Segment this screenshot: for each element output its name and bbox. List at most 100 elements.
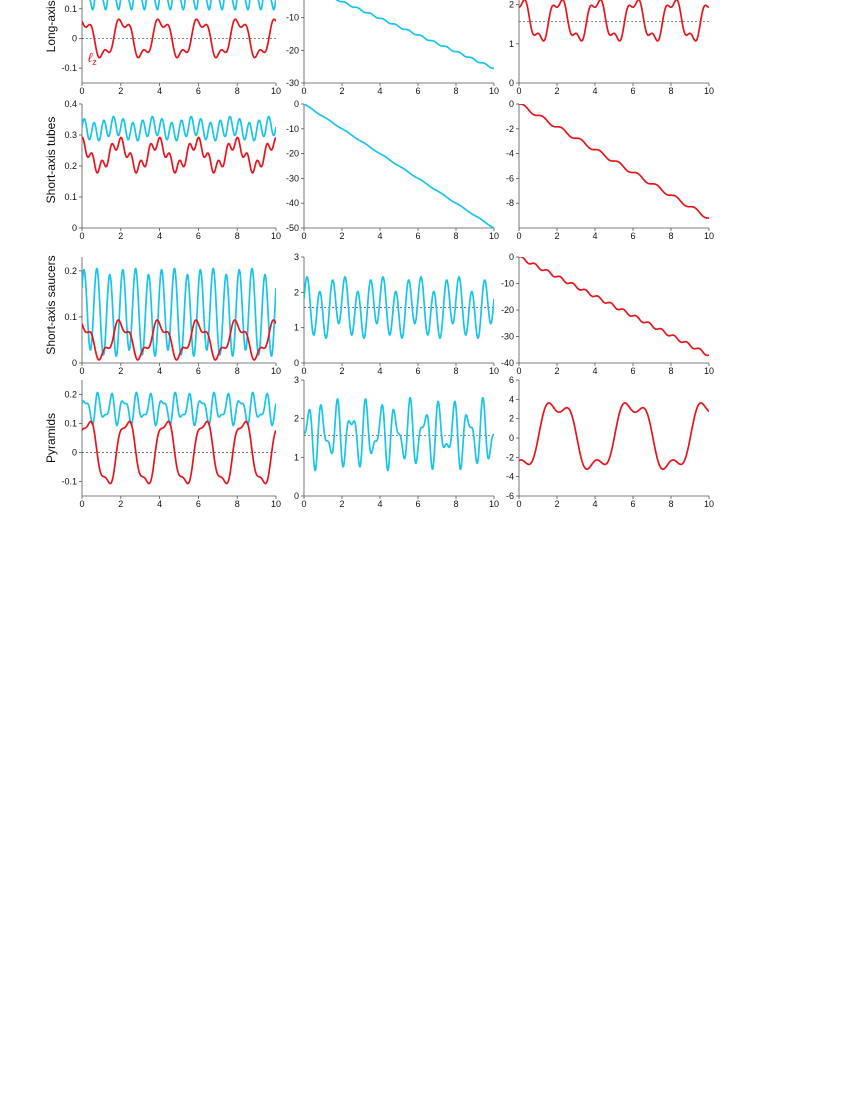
y-tick-label: 1 (509, 39, 514, 49)
x-tick-label: 2 (554, 231, 559, 241)
series-line-cyan (82, 267, 276, 357)
y-tick-label: -4 (506, 149, 514, 159)
y-tick-label: -40 (501, 358, 514, 368)
x-tick-label: 0 (301, 231, 306, 241)
x-tick-label: 2 (339, 499, 344, 509)
x-tick-label: 0 (516, 499, 521, 509)
series-line-cyan (335, 0, 494, 70)
y-tick-label: -40 (286, 198, 299, 208)
lz-subscript: z (92, 57, 97, 67)
x-tick-label: 0 (79, 86, 84, 96)
y-tick-label: 0.4 (64, 99, 77, 109)
x-tick-label: 10 (704, 366, 714, 376)
y-tick-label: -30 (501, 332, 514, 342)
series-line-cyan (89, 0, 276, 11)
x-tick-label: 10 (271, 231, 281, 241)
x-tick-label: 6 (415, 231, 420, 241)
x-tick-label: 8 (235, 499, 240, 509)
x-tick-label: 2 (554, 366, 559, 376)
panel-r1c2: 0 2 4 6 8 10 -30 -20 -10 (286, 0, 499, 96)
panel-r4c1: 0 2 4 6 8 10 -0.1 0 0.1 0.2 (61, 380, 281, 509)
x-tick-label: 6 (630, 366, 635, 376)
x-tick-label: 2 (554, 86, 559, 96)
x-tick-label: 8 (453, 366, 458, 376)
x-tick-label: 8 (453, 86, 458, 96)
row-labels: Long-axis tubes Short-axis tubes Short-a… (44, 0, 58, 463)
y-tick-label: 0.2 (64, 266, 77, 276)
panels: 0 2 4 6 8 10-0.100.10 2 4 6 8 10-30-20-100 2 4 6 8 1001… (61, 0, 714, 509)
x-tick-label: 10 (489, 86, 499, 96)
x-tick-label: 0 (516, 366, 521, 376)
panel-r2c3: 0 2 4 6 8 10 -8 -6 -4 -2 0 (506, 99, 714, 241)
panel-r1c1: 0 2 4 6 8 10 -0.1 0 0.1 (61, 0, 281, 96)
x-tick-label: 2 (339, 86, 344, 96)
y-tick-label: 0 (509, 78, 514, 88)
series-line-red (82, 319, 276, 361)
x-tick-label: 10 (271, 86, 281, 96)
y-tick-label: 0 (294, 358, 299, 368)
y-tick-label: 0.3 (64, 130, 77, 140)
x-tick-label: 10 (704, 231, 714, 241)
x-tick-label: 10 (489, 499, 499, 509)
row-label-short-axis-tubes: Short-axis tubes (44, 117, 58, 204)
series-line-red (519, 257, 709, 357)
x-tick-label: 0 (79, 499, 84, 509)
x-tick-label: 6 (630, 499, 635, 509)
y-tick-label: 0 (72, 223, 77, 233)
x-tick-label: 8 (235, 366, 240, 376)
x-tick-label: 0 (79, 366, 84, 376)
x-tick-label: 8 (453, 231, 458, 241)
y-tick-label: -8 (506, 198, 514, 208)
x-tick-label: 2 (554, 499, 559, 509)
x-tick-label: 8 (668, 499, 673, 509)
x-tick-label: 4 (157, 231, 162, 241)
x-tick-label: 2 (118, 231, 123, 241)
x-tick-label: 4 (592, 499, 597, 509)
x-tick-label: 2 (118, 366, 123, 376)
x-tick-label: 4 (157, 86, 162, 96)
y-tick-label: 4 (509, 394, 514, 404)
y-tick-label: -2 (506, 452, 514, 462)
x-tick-label: 6 (630, 86, 635, 96)
y-tick-label: 0 (509, 252, 514, 262)
y-tick-label: 1 (294, 452, 299, 462)
x-tick-label: 8 (235, 231, 240, 241)
x-tick-label: 6 (415, 366, 420, 376)
panel-r3c1: 0 2 4 6 8 10 0 0.1 0.2 (64, 257, 281, 376)
x-tick-label: 0 (301, 366, 306, 376)
y-tick-label: 2 (294, 287, 299, 297)
y-tick-label: -20 (501, 305, 514, 315)
x-tick-label: 10 (271, 499, 281, 509)
x-tick-label: 4 (377, 86, 382, 96)
y-tick-label: 0 (294, 491, 299, 501)
series-line-red (519, 104, 709, 219)
y-tick-label: 0.1 (64, 419, 77, 429)
panel-r2c1: 0 2 4 6 8 10 0 0.1 0.2 0.3 0.4 (64, 99, 281, 241)
x-tick-label: 4 (377, 231, 382, 241)
y-tick-label: 0.1 (64, 4, 77, 14)
series-line-cyan (304, 276, 494, 340)
x-tick-label: 8 (668, 366, 673, 376)
x-tick-label: 0 (516, 231, 521, 241)
x-tick-label: 8 (453, 499, 458, 509)
x-tick-label: 2 (118, 499, 123, 509)
x-tick-label: 0 (301, 499, 306, 509)
x-tick-label: 0 (301, 86, 306, 96)
x-tick-label: 6 (196, 366, 201, 376)
series-line-cyan (82, 115, 276, 142)
x-tick-label: 6 (196, 499, 201, 509)
x-tick-label: 4 (377, 366, 382, 376)
x-tick-label: 6 (415, 499, 420, 509)
x-tick-label: 4 (157, 366, 162, 376)
x-tick-label: 8 (668, 86, 673, 96)
y-tick-label: -2 (506, 124, 514, 134)
row-label-long-axis-tubes: Long-axis tubes (44, 0, 58, 52)
y-tick-label: 3 (294, 375, 299, 385)
x-tick-label: 6 (196, 231, 201, 241)
y-tick-label: 0 (72, 358, 77, 368)
panel-r2c2: 0 2 4 6 8 10 -50 -40 -30 -20 -10 0 (286, 99, 499, 241)
y-tick-label: 0.1 (64, 312, 77, 322)
series-line-red (519, 0, 709, 42)
series-line-cyan (82, 391, 276, 427)
